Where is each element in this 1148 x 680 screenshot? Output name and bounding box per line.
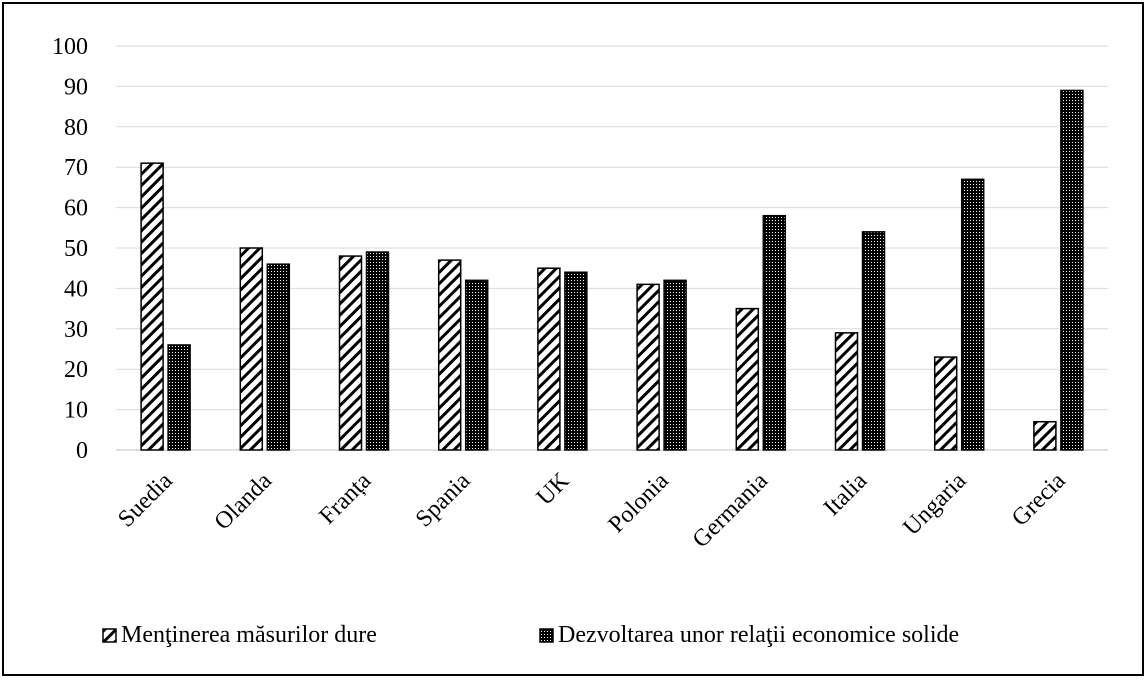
- bar-chart: 0 10 20 30 40 50 60 70 80 90 100 Suedia Olanda Franț…: [52, 34, 1108, 648]
- x-category-label: Grecia: [1007, 468, 1071, 532]
- y-tick-label: 20: [64, 357, 88, 383]
- bar-mentinerea: [239, 247, 264, 451]
- bar-mentinerea: [834, 332, 859, 451]
- bar-mentinerea: [537, 267, 561, 451]
- bar-mentinerea: [636, 283, 660, 451]
- x-category-label: Polonia: [604, 468, 674, 538]
- legend: Menţinerea măsurilor dure Dezvoltarea uno…: [102, 622, 959, 648]
- y-tick-label: 70: [64, 155, 88, 181]
- bar-mentinerea: [338, 255, 363, 451]
- legend-swatch: [102, 628, 117, 643]
- x-category-label: Germania: [688, 468, 774, 554]
- bar-dezvoltarea: [663, 279, 687, 451]
- bar-dezvoltarea: [167, 344, 191, 451]
- y-tick-label: 40: [64, 276, 88, 302]
- bar-mentinerea: [140, 162, 164, 451]
- x-category-label: Olanda: [210, 468, 278, 536]
- x-category-label: Spania: [411, 468, 476, 533]
- y-tick-label: 90: [64, 74, 88, 100]
- gridlines: [116, 45, 1108, 451]
- legend-label: Dezvoltarea unor relaţii economice solid…: [558, 622, 959, 648]
- x-axis-category-labels: Suedia Olanda Franța Spania UK Polonia Germani…: [113, 467, 1071, 553]
- bar-dezvoltarea: [960, 178, 985, 451]
- y-axis-tick-labels: 0 10 20 30 40 50 60 70 80 90 100: [52, 34, 88, 464]
- x-category-label: UK: [532, 467, 575, 510]
- bar-dezvoltarea: [464, 279, 489, 451]
- y-tick-label: 30: [64, 317, 88, 343]
- bars: [140, 89, 1084, 451]
- x-category-label: Suedia: [113, 468, 178, 533]
- bar-mentinerea: [933, 356, 958, 451]
- y-tick-label: 0: [76, 438, 88, 464]
- y-tick-label: 50: [64, 236, 88, 262]
- y-tick-label: 100: [52, 34, 88, 60]
- legend-swatch: [539, 628, 554, 643]
- bar-mentinerea: [437, 259, 462, 451]
- bar-dezvoltarea: [762, 214, 787, 451]
- y-tick-label: 60: [64, 196, 88, 222]
- bar-mentinerea: [735, 307, 760, 451]
- x-category-label: Ungaria: [898, 468, 971, 541]
- bar-dezvoltarea: [1060, 89, 1084, 451]
- bar-dezvoltarea: [861, 231, 886, 451]
- bar-dezvoltarea: [365, 251, 390, 451]
- bar-dezvoltarea: [266, 263, 291, 451]
- y-tick-label: 80: [64, 115, 88, 141]
- y-tick-label: 10: [64, 398, 88, 424]
- x-category-label: Franța: [315, 468, 377, 530]
- bar-dezvoltarea: [564, 271, 588, 451]
- bar-mentinerea: [1033, 420, 1057, 451]
- legend-label: Menţinerea măsurilor dure: [121, 622, 377, 648]
- x-category-label: Italia: [819, 468, 872, 521]
